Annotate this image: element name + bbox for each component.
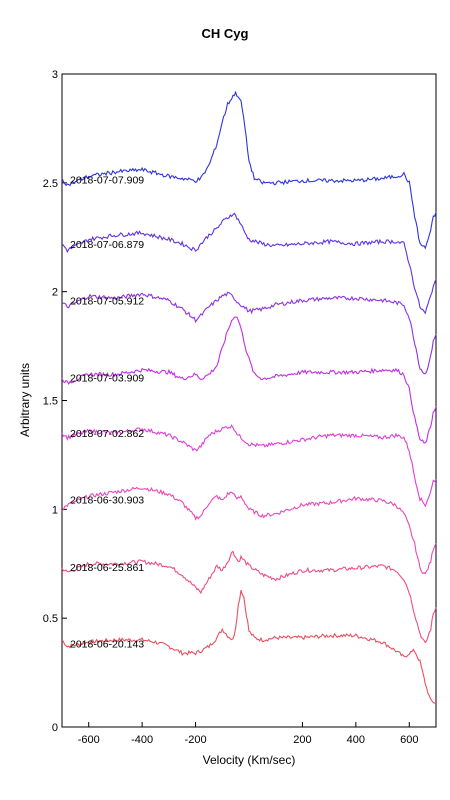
y-tick-label: 0.5 [43, 613, 58, 625]
x-tick-label: -600 [78, 734, 100, 746]
x-tick-label: 400 [347, 734, 365, 746]
series-label: 2018-07-03.909 [70, 373, 144, 385]
series-label: 2018-06-20.143 [70, 638, 144, 650]
x-tick-label: -200 [185, 734, 207, 746]
series-label: 2018-07-05.912 [70, 295, 144, 307]
series-label: 2018-07-06.879 [70, 239, 144, 251]
series-line [61, 212, 437, 315]
series-label: 2018-07-07.909 [70, 175, 144, 187]
y-tick-label: 0 [52, 722, 58, 734]
series-line [61, 590, 437, 704]
y-tick-label: 1.5 [43, 396, 58, 408]
x-tick-label: 200 [293, 734, 311, 746]
series-label: 2018-06-30.903 [70, 495, 144, 507]
series-line [61, 424, 437, 508]
series-line [61, 90, 437, 250]
x-tick-label: -400 [131, 734, 153, 746]
series-line [61, 291, 437, 375]
chart-title: CH Cyg [202, 26, 249, 41]
series-labels: 2018-06-20.143 2018-06-25.861 2018-06-30.9… [70, 175, 144, 651]
y-tick-label: 1 [52, 504, 58, 516]
y-tick-label: 3 [52, 69, 58, 81]
y-axis-ticks: 0 0.5 1 1.5 2 2.5 3 [43, 69, 67, 734]
series-lines [61, 90, 437, 704]
x-axis-ticks: -600 -400 -200 200 400 600 [78, 722, 418, 746]
y-tick-label: 2 [52, 287, 58, 299]
y-tick-label: 2.5 [43, 178, 58, 190]
x-axis-label: Velocity (Km/sec) [203, 753, 296, 767]
series-line [61, 550, 437, 644]
series-line [61, 316, 437, 444]
series-line [61, 486, 437, 575]
y-axis-label: Arbitrary units [18, 363, 32, 437]
series-label: 2018-07-02.862 [70, 428, 144, 440]
x-tick-label: 600 [400, 734, 418, 746]
series-label: 2018-06-25.861 [70, 562, 144, 574]
